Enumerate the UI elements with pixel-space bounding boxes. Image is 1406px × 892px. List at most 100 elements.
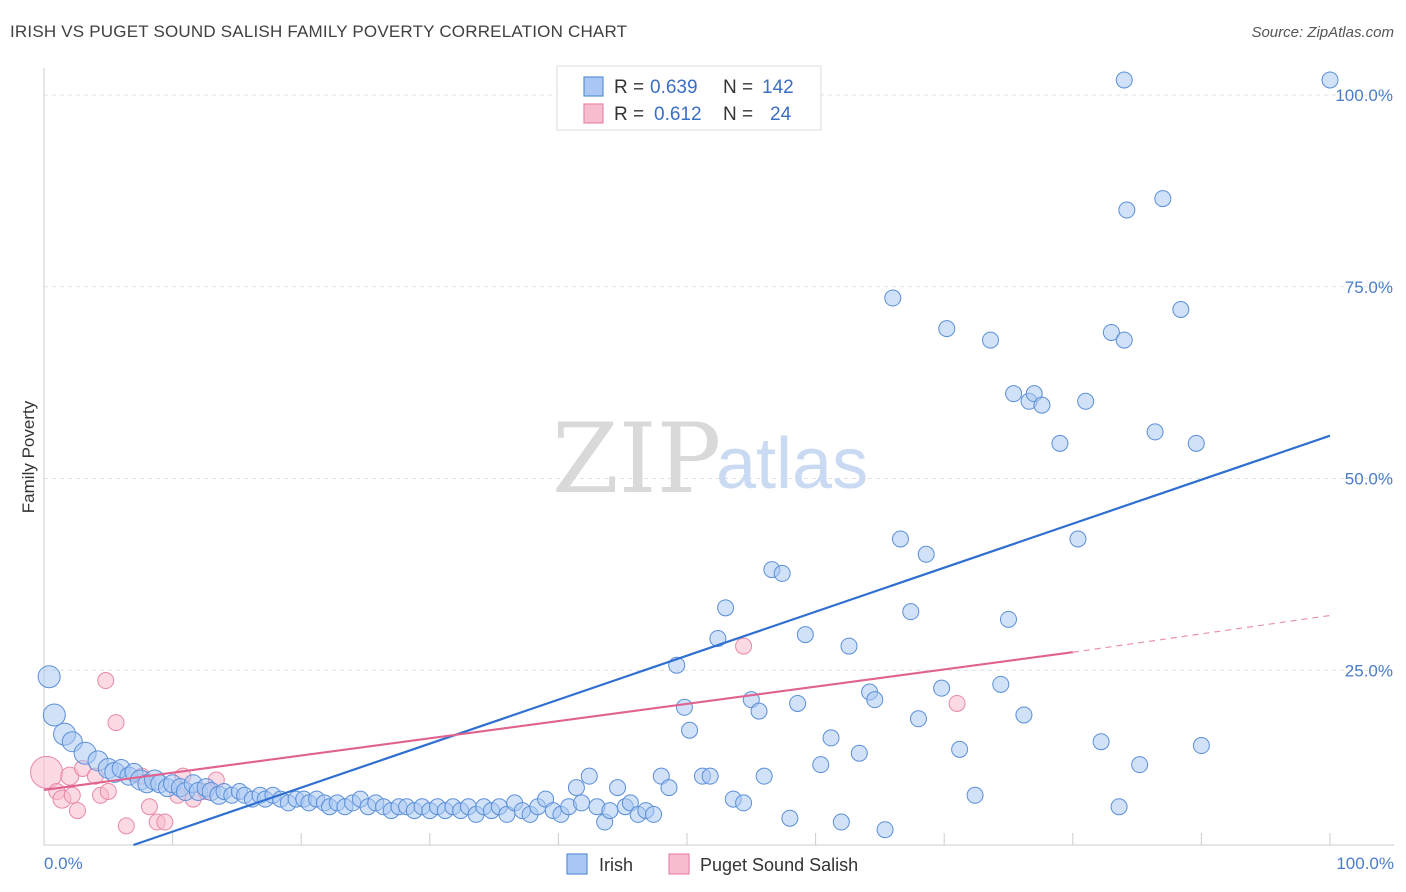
salish-point-3 — [60, 766, 80, 786]
series-legend: Irish Puget Sound Salish — [566, 853, 858, 875]
irish-point-137 — [1172, 301, 1190, 318]
irish-point-122 — [1005, 385, 1023, 403]
salish-point-22 — [735, 637, 753, 655]
grid-layer — [44, 94, 1394, 671]
irish-point-91 — [717, 599, 735, 617]
legend-r-label-salish: R = — [614, 104, 644, 125]
irish-points — [37, 71, 1339, 839]
irish-point-102 — [812, 756, 830, 774]
irish-point-138 — [1187, 434, 1205, 452]
watermark-zip: ZIP — [552, 403, 721, 515]
chart-title: IRISH VS PUGET SOUND SALISH FAMILY POVER… — [10, 22, 628, 41]
irish-point-133 — [1115, 331, 1133, 349]
salish-point-14 — [140, 798, 158, 816]
y-axis-title: Family Poverty — [19, 400, 38, 513]
salish-point-9 — [97, 672, 115, 690]
irish-point-99 — [781, 809, 799, 827]
irish-point-84 — [660, 779, 678, 797]
stats-legend: R = 0.639 N = 142 R = 0.612 N = 24 — [556, 65, 822, 131]
irish-point-93 — [735, 794, 753, 812]
irish-point-112 — [902, 603, 920, 621]
irish-point-131 — [1102, 323, 1120, 341]
irish-point-130 — [1092, 733, 1110, 751]
legend-n-label-salish: N = — [723, 104, 753, 125]
bottom-legend-label-irish: Irish — [599, 855, 633, 875]
x-tick-label-0: 0.0% — [44, 854, 83, 873]
y-tick-label-3: 100.0% — [1335, 86, 1393, 105]
irish-point-0 — [37, 665, 61, 689]
irish-point-142 — [1118, 201, 1136, 219]
irish-point-103 — [822, 729, 840, 747]
irish-point-120 — [992, 675, 1010, 693]
irish-point-121 — [1000, 610, 1017, 628]
y-tick-label-0: 25.0% — [1345, 661, 1393, 680]
irish-point-90 — [709, 629, 727, 647]
irish-point-110 — [884, 289, 902, 307]
legend-r-value-irish: 0.639 — [650, 77, 698, 98]
bottom-legend-label-salish: Puget Sound Salish — [700, 855, 858, 875]
irish-point-72 — [573, 794, 591, 812]
salish-point-12 — [117, 817, 135, 835]
irish-point-135 — [1146, 423, 1164, 441]
legend-r-label-irish: R = — [614, 77, 644, 98]
irish-point-77 — [609, 779, 627, 797]
irish-point-118 — [966, 786, 984, 804]
watermark-atlas: atlas — [716, 424, 868, 504]
irish-point-105 — [840, 637, 858, 655]
irish-point-76 — [601, 802, 619, 820]
irish-point-136 — [1154, 190, 1172, 208]
irish-point-95 — [750, 702, 768, 720]
irish-point-126 — [1033, 396, 1051, 414]
irish-point-89 — [701, 767, 719, 785]
legend-n-value-irish: 142 — [762, 77, 794, 98]
irish-point-82 — [645, 805, 663, 823]
irish-point-104 — [832, 813, 850, 831]
irish-point-86 — [675, 698, 693, 716]
watermark: ZIP atlas — [552, 403, 868, 515]
irish-point-101 — [796, 626, 814, 644]
chart-source: Source: ZipAtlas.com — [1251, 24, 1394, 41]
legend-n-value-salish: 24 — [770, 104, 792, 125]
y-tick-label-1: 50.0% — [1345, 470, 1393, 489]
irish-point-111 — [891, 530, 909, 548]
irish-point-134 — [1131, 756, 1149, 774]
irish-point-114 — [917, 545, 935, 563]
irish-point-71 — [567, 779, 585, 797]
irish-point-132 — [1110, 798, 1128, 816]
salish-point-16 — [156, 813, 174, 831]
irish-point-140 — [1115, 71, 1133, 89]
salish-trend-extension — [1072, 614, 1331, 653]
salish-point-10 — [99, 782, 117, 800]
irish-point-116 — [938, 320, 956, 338]
bottom-legend-swatch-salish — [668, 853, 690, 875]
irish-point-127 — [1051, 434, 1069, 452]
legend-n-label-irish: N = — [723, 77, 753, 98]
irish-point-139 — [1192, 737, 1210, 755]
salish-point-5 — [68, 802, 86, 820]
irish-point-113 — [909, 710, 927, 728]
trend-layer — [43, 434, 1331, 847]
irish-point-96 — [755, 767, 773, 785]
legend-swatch-salish — [583, 103, 604, 124]
irish-point-100 — [789, 694, 807, 712]
y-tick-label-2: 75.0% — [1345, 278, 1393, 297]
irish-point-1 — [42, 703, 66, 727]
salish-point-4 — [63, 786, 81, 804]
irish-trend-line — [133, 434, 1331, 847]
salish-trend-line — [43, 651, 1073, 792]
irish-point-141 — [1321, 71, 1339, 89]
legend-swatch-irish — [583, 76, 604, 97]
irish-point-98 — [773, 564, 791, 582]
irish-point-129 — [1077, 392, 1095, 410]
salish-point-23 — [948, 694, 966, 712]
irish-point-73 — [580, 767, 598, 785]
irish-point-109 — [876, 821, 894, 839]
x-tick-label-1: 100.0% — [1336, 854, 1394, 873]
irish-point-87 — [681, 721, 699, 739]
irish-point-108 — [866, 691, 884, 709]
legend-r-value-salish: 0.612 — [654, 104, 702, 125]
irish-point-119 — [981, 331, 999, 349]
tick-layer: 25.0% 50.0% 75.0% 100.0% 0.0% 100.0% — [44, 86, 1394, 873]
irish-point-123 — [1015, 706, 1033, 724]
